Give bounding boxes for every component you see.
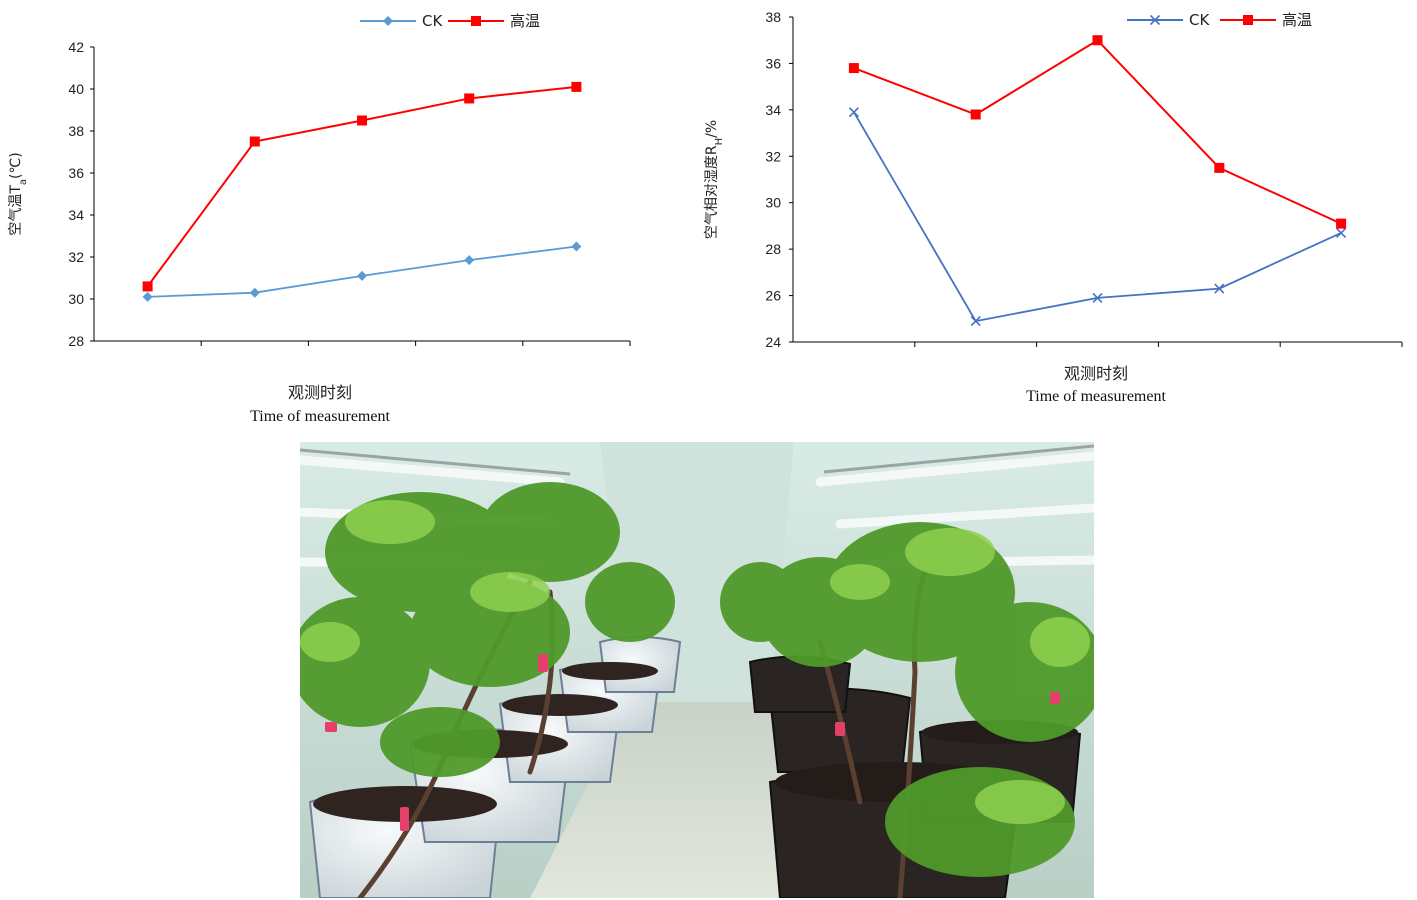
series-ck [848, 107, 1347, 327]
legend-label: 高温 [510, 12, 540, 30]
data-point [1092, 292, 1103, 303]
data-point [464, 255, 475, 266]
legend-marker [1149, 14, 1161, 26]
y-axis-label: 空气温Ta(℃) [8, 152, 29, 235]
series-line [853, 38, 1342, 225]
data-point [848, 63, 859, 74]
y-tick-label: 42 [68, 39, 84, 55]
y-tick-label: 30 [68, 291, 84, 307]
data-point [1214, 162, 1225, 173]
legend-marker [1243, 15, 1253, 25]
greenhouse-plants-photo [300, 442, 1094, 898]
x-axis-label-en: Time of measurement [1026, 388, 1166, 405]
x-axis-label-cn: 观测时刻 [288, 383, 352, 402]
y-tick-label: 34 [68, 207, 84, 223]
data-point [571, 241, 582, 252]
x-axis-label-en: Time of measurement [250, 408, 390, 425]
data-point [249, 136, 260, 147]
series-ck [142, 241, 582, 302]
data-point [357, 115, 367, 126]
data-point [1336, 227, 1347, 238]
x-axis-label-cn: 观测时刻 [1064, 364, 1128, 383]
legend-marker [471, 16, 481, 26]
photo-illustration [300, 442, 1094, 898]
series-high-temp [848, 35, 1347, 229]
data-point [142, 281, 153, 292]
data-point [357, 270, 367, 281]
y-tick-label: 36 [765, 55, 781, 71]
data-point [1336, 218, 1347, 229]
data-point [142, 291, 153, 302]
data-point [571, 81, 582, 92]
y-tick-label: 26 [765, 288, 781, 304]
y-tick-label: 24 [765, 334, 781, 350]
y-tick-label: 30 [765, 195, 781, 211]
legend-item: 高温 [1220, 11, 1312, 29]
y-tick-label: 36 [68, 165, 84, 181]
series-line [853, 111, 1342, 323]
legend-marker [383, 16, 393, 26]
legend-label: CK [1189, 11, 1210, 29]
legend-item: CK [1127, 11, 1210, 29]
y-tick-label: 32 [68, 249, 84, 265]
data-point [970, 316, 981, 327]
data-point [848, 107, 859, 118]
legend-label: 高温 [1282, 11, 1312, 29]
data-point [464, 93, 475, 104]
data-point [1214, 283, 1225, 294]
y-tick-label: 28 [68, 333, 84, 349]
y-tick-label: 40 [68, 81, 84, 97]
y-tick-label: 28 [765, 241, 781, 257]
legend-item: CK [360, 12, 443, 30]
data-point [1092, 35, 1103, 46]
series-high-temp [142, 81, 582, 292]
y-axis-label: 空气相对湿度RH/% [704, 120, 725, 239]
data-point [249, 287, 260, 298]
y-tick-label: 38 [68, 123, 84, 139]
y-tick-label: 38 [765, 9, 781, 25]
legend-item: 高温 [448, 12, 540, 30]
data-point [970, 109, 981, 120]
legend-label: CK [422, 12, 443, 30]
y-tick-label: 34 [765, 102, 781, 118]
y-tick-label: 32 [765, 148, 781, 164]
